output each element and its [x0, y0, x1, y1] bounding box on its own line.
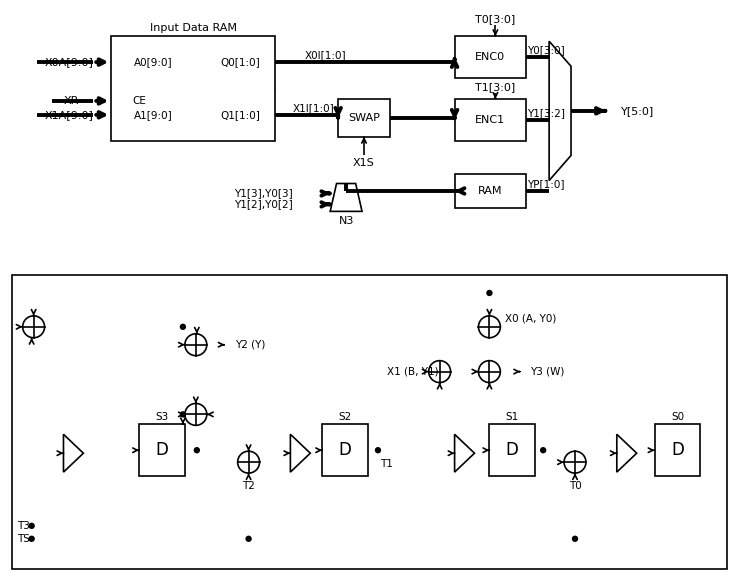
Bar — [12, 275, 727, 569]
Text: YP[1:0]: YP[1:0] — [528, 179, 565, 189]
Text: Y3 (W): Y3 (W) — [530, 366, 565, 377]
Text: SWAP: SWAP — [348, 113, 380, 123]
Text: S1: S1 — [505, 412, 519, 422]
Text: N3: N3 — [338, 217, 354, 226]
Text: ENC1: ENC1 — [475, 115, 505, 125]
Text: T1: T1 — [380, 459, 393, 469]
Text: T3: T3 — [17, 521, 30, 531]
Text: ENC0: ENC0 — [475, 52, 505, 62]
Text: TS: TS — [17, 534, 30, 544]
Bar — [112, 36, 276, 141]
Circle shape — [487, 290, 492, 295]
Text: A1[9:0]: A1[9:0] — [134, 110, 172, 120]
Circle shape — [29, 536, 34, 541]
Circle shape — [180, 324, 185, 329]
Text: S0: S0 — [671, 412, 684, 422]
Text: S2: S2 — [338, 412, 352, 422]
Text: X0 (A, Y0): X0 (A, Y0) — [505, 314, 556, 324]
Text: D: D — [671, 441, 684, 459]
Circle shape — [194, 448, 200, 453]
Circle shape — [541, 448, 545, 453]
Bar — [655, 425, 701, 476]
Text: Y0[3:0]: Y0[3:0] — [527, 45, 565, 55]
Text: XR: XR — [64, 96, 79, 106]
Bar — [454, 36, 526, 78]
Text: T2: T2 — [242, 481, 255, 491]
Bar — [489, 425, 535, 476]
Bar — [139, 425, 185, 476]
Text: Y2 (Y): Y2 (Y) — [235, 340, 265, 350]
Circle shape — [29, 524, 34, 528]
Circle shape — [573, 536, 577, 541]
Text: D: D — [156, 441, 168, 459]
Text: Y1[3],Y0[3]: Y1[3],Y0[3] — [234, 188, 293, 199]
Bar — [338, 99, 390, 137]
Bar — [322, 425, 368, 476]
Circle shape — [375, 448, 381, 453]
Text: Y1[3:2]: Y1[3:2] — [527, 108, 565, 118]
Text: S3: S3 — [155, 412, 168, 422]
Text: T0: T0 — [568, 481, 582, 491]
Bar — [454, 99, 526, 141]
Circle shape — [246, 536, 251, 541]
Text: X0I[1:0]: X0I[1:0] — [304, 50, 346, 60]
Text: D: D — [506, 441, 519, 459]
Text: T0[3:0]: T0[3:0] — [475, 14, 516, 24]
Circle shape — [180, 412, 185, 417]
Text: A0[9:0]: A0[9:0] — [134, 57, 172, 67]
Text: Input Data RAM: Input Data RAM — [150, 23, 237, 33]
Text: X1 (B, Y1): X1 (B, Y1) — [387, 366, 438, 377]
Text: Q0[1:0]: Q0[1:0] — [221, 57, 261, 67]
Text: Y1[2],Y0[2]: Y1[2],Y0[2] — [234, 199, 293, 210]
Text: X0A[9:0]: X0A[9:0] — [45, 57, 94, 67]
Text: CE: CE — [132, 96, 146, 106]
Text: Q1[1:0]: Q1[1:0] — [221, 110, 261, 120]
Text: RAM: RAM — [478, 186, 503, 196]
Text: X1I[1:0]: X1I[1:0] — [293, 103, 334, 113]
Text: Y[5:0]: Y[5:0] — [621, 106, 654, 116]
Text: D: D — [338, 441, 352, 459]
Text: T1[3:0]: T1[3:0] — [475, 82, 516, 92]
Text: X1A[9:0]: X1A[9:0] — [45, 110, 94, 120]
Text: X1S: X1S — [353, 158, 375, 168]
Bar — [454, 173, 526, 209]
